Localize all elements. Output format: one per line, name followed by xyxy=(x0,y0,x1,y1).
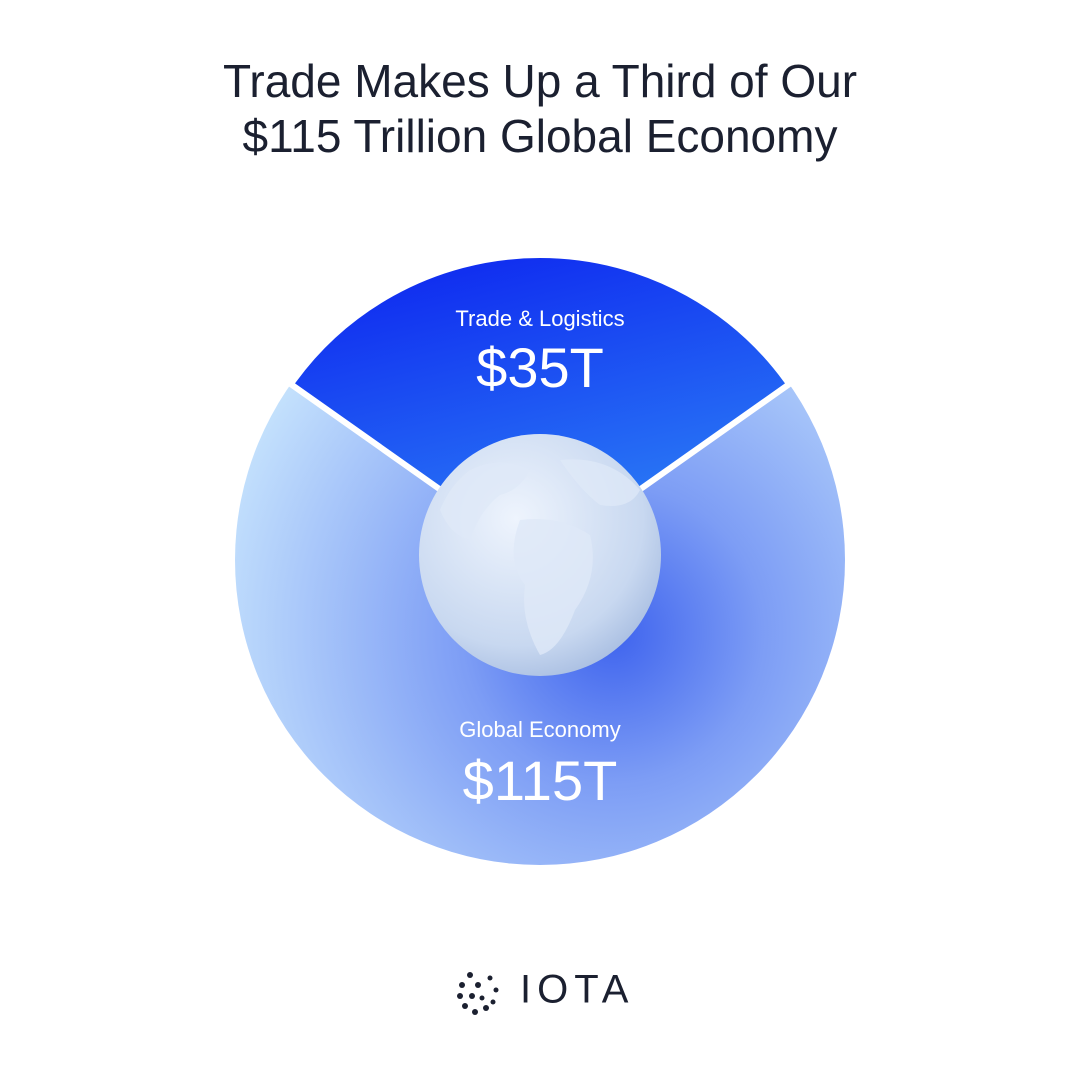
value-label: $115T xyxy=(463,749,618,812)
value-label: $35T xyxy=(476,336,604,399)
chart-title: Trade Makes Up a Third of Our xyxy=(223,55,857,107)
segment-label: Global Economy xyxy=(459,717,620,742)
chart-title: $115 Trillion Global Economy xyxy=(243,110,838,162)
brand-name: IOTA xyxy=(520,968,634,1012)
globe xyxy=(419,434,661,676)
logo xyxy=(457,972,499,1015)
segment-label: Trade & Logistics xyxy=(455,306,624,331)
trade-segment xyxy=(287,252,793,563)
